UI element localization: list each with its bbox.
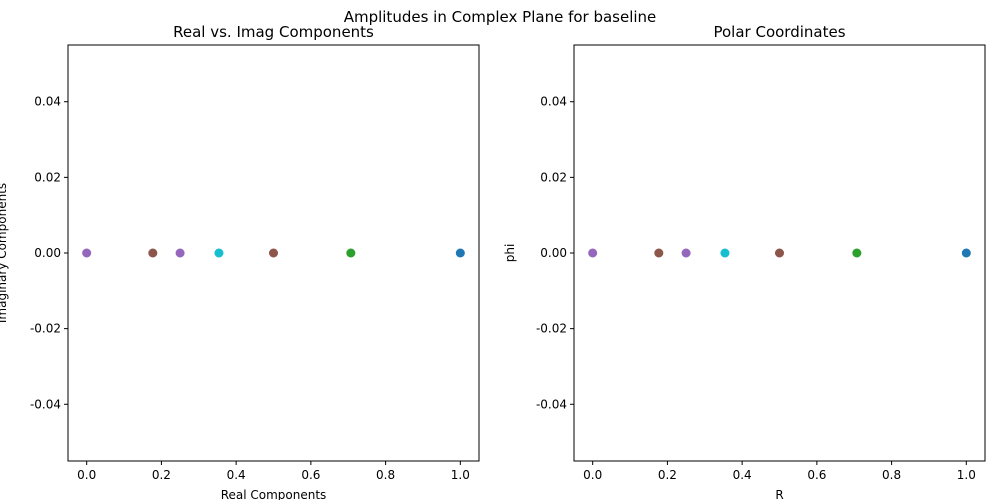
left-plot-scatter-point [346, 248, 356, 258]
right-plot-scatter-point [775, 248, 784, 258]
right-plot-ytick-label: 0.04 [540, 95, 567, 109]
right-plot-xtick-label: 0.6 [807, 468, 826, 482]
figure-title: Amplitudes in Complex Plane for baseline [344, 8, 657, 26]
left-plot-ylabel: Imaginary Components [0, 183, 9, 323]
left-plot-panel: Real vs. Imag Components Real Components… [0, 23, 480, 500]
left-plot-title: Real vs. Imag Components [173, 23, 374, 41]
left-plot-ytick-label: 0.04 [34, 95, 61, 109]
right-plot-title: Polar Coordinates [713, 23, 845, 41]
right-plot-scatter-point [961, 248, 971, 258]
left-plot-scatter-point [175, 248, 185, 258]
left-plot-xtick-label: 0.8 [376, 468, 395, 482]
left-plot-ytick-label: -0.04 [30, 397, 61, 411]
right-plot-xtick-label: 1.0 [957, 468, 976, 482]
left-plot-xlabel: Real Components [221, 488, 327, 500]
right-plot-xtick-label: 0.2 [658, 468, 677, 482]
right-plot-ytick-label: -0.02 [536, 322, 567, 336]
left-plot-xtick-label: 0.0 [77, 468, 96, 482]
right-plot-xtick-label: 0.0 [583, 468, 602, 482]
left-plot-scatter-point [82, 248, 92, 258]
right-plot-ytick-label: 0.02 [540, 170, 567, 184]
right-plot-ylabel: phi [503, 244, 517, 263]
left-plot-xtick-label: 0.6 [301, 468, 320, 482]
right-plot-ytick-label: 0.00 [540, 246, 567, 260]
right-plot-xtick-label: 0.8 [882, 468, 901, 482]
left-plot-scatter-point [148, 248, 158, 258]
right-plot-scatter-point [720, 248, 730, 258]
left-plot-ytick-label: 0.00 [34, 246, 61, 260]
right-plot-xlabel: R [775, 488, 783, 500]
right-plot-scatter-point [654, 248, 664, 258]
left-plot-ytick-label: -0.02 [30, 322, 61, 336]
left-plot-ytick-label: 0.02 [34, 170, 61, 184]
left-plot-xtick-label: 0.2 [152, 468, 171, 482]
right-plot-panel: Polar Coordinates R phi 0.0 0.2 0.4 0.6 0.8 1… [503, 23, 986, 500]
right-plot-scatter-point [588, 248, 598, 258]
right-plot-scatter-point [681, 248, 691, 258]
left-plot-xtick-label: 0.4 [227, 468, 246, 482]
left-plot-xtick-label: 1.0 [451, 468, 470, 482]
left-plot-scatter-point [269, 248, 278, 258]
right-plot-ytick-label: -0.04 [536, 397, 567, 411]
right-plot-scatter-point [852, 248, 862, 258]
left-plot-scatter-point [214, 248, 224, 258]
left-plot-scatter-point [455, 248, 465, 258]
right-plot-xtick-label: 0.4 [733, 468, 752, 482]
